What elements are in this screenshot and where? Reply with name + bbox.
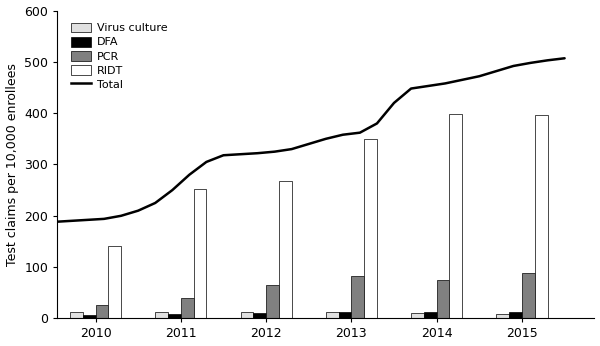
Bar bbox=[109, 246, 121, 318]
Bar bbox=[496, 314, 509, 318]
Bar bbox=[155, 312, 168, 318]
Bar bbox=[449, 114, 462, 318]
Bar bbox=[279, 181, 292, 318]
Bar bbox=[70, 312, 83, 318]
Y-axis label: Test claims per 10,000 enrollees: Test claims per 10,000 enrollees bbox=[5, 63, 19, 266]
Bar bbox=[266, 285, 279, 318]
Bar bbox=[241, 312, 253, 318]
Bar bbox=[437, 280, 449, 318]
Bar bbox=[95, 304, 109, 318]
Bar bbox=[194, 189, 206, 318]
Bar bbox=[364, 139, 377, 318]
Bar bbox=[424, 312, 437, 318]
Bar bbox=[326, 312, 338, 318]
Bar bbox=[522, 273, 535, 318]
Bar bbox=[352, 276, 364, 318]
Bar bbox=[338, 312, 352, 318]
Bar bbox=[411, 313, 424, 318]
Bar bbox=[253, 313, 266, 318]
Bar bbox=[535, 115, 548, 318]
Bar bbox=[83, 315, 95, 318]
Legend: Virus culture, DFA, PCR, RIDT, Total: Virus culture, DFA, PCR, RIDT, Total bbox=[68, 19, 171, 93]
Bar bbox=[181, 298, 194, 318]
Bar bbox=[509, 312, 522, 318]
Bar bbox=[168, 314, 181, 318]
